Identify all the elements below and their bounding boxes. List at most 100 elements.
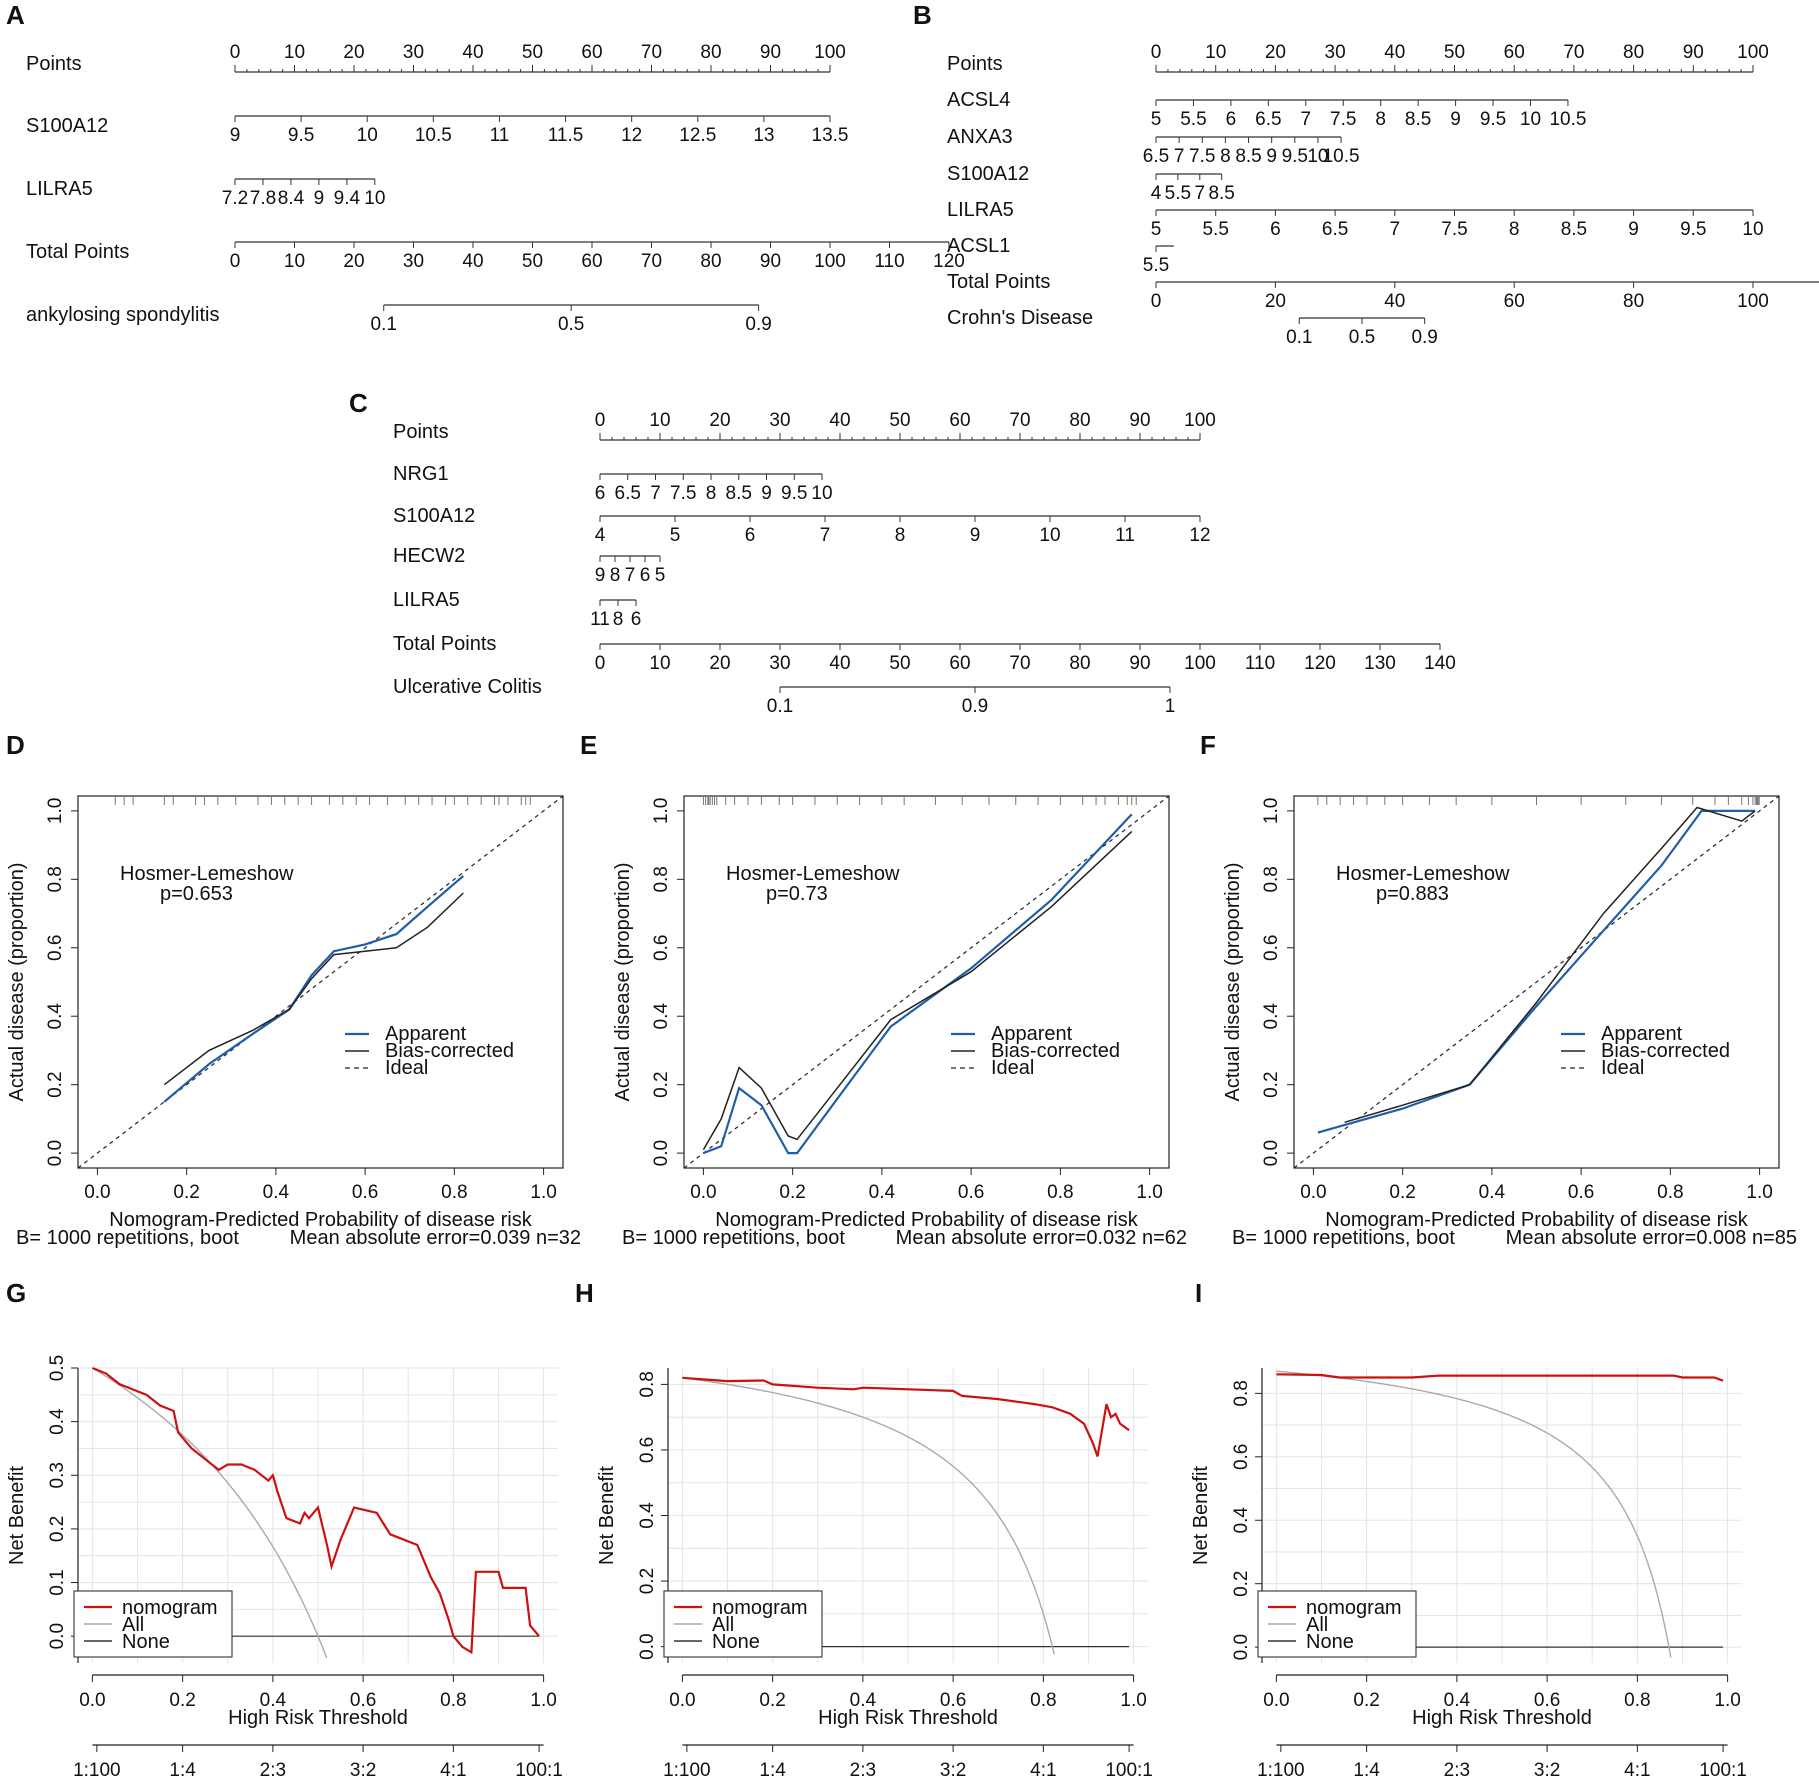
y-tick-label: 0.2 [1231,1570,1252,1596]
nomogram-tick-label: 8.4 [278,188,305,209]
nomogram-row-label: Total Points [947,271,1050,293]
nomogram-tick-label: 10.5 [415,125,452,146]
series-nomogram [1276,1373,1724,1382]
y-tick-label: 0.0 [45,1140,66,1166]
x-tick-label: 1.0 [530,1690,556,1711]
nomogram-row-label: Total Points [26,241,129,263]
y-tick-label: 0.8 [1231,1380,1252,1406]
nomogram-tick-label: 8 [613,609,624,630]
nomogram-tick-label: 5.5 [1143,255,1169,276]
y-tick-label: 1.0 [651,798,672,824]
nomogram-row: NRG1 6 6.5 7 7.5 8 8.5 9 9.5 10 [393,463,833,504]
nomogram-tick-label: 10 [284,251,305,272]
x-axis-label: High Risk Threshold [1412,1707,1592,1729]
legend-label: None [1306,1631,1354,1653]
calibration-plot-f: 0.0 0.2 0.4 0.6 0.8 1.0 0.0 0.2 0.4 0.6 0.8 1.0 Hosm… [1222,795,1797,1249]
x-tick-label: 0.6 [350,1690,376,1711]
y-tick-label: 0.1 [47,1569,68,1595]
nomogram-tick-label: 8 [1220,146,1231,167]
nomogram-tick-label: 20 [343,251,364,272]
x-tick-label: 1.0 [1120,1690,1146,1711]
nomogram-tick-label: 100 [1184,653,1216,674]
nomogram-tick-label: 11.5 [548,125,584,146]
nomogram-tick-label: 8 [1509,219,1520,240]
x-tick-label: 0.8 [1030,1690,1056,1711]
y-tick-label: 0.0 [651,1140,672,1166]
x-tick-label: 0.8 [440,1690,466,1711]
nomogram-tick-label: 30 [769,653,790,674]
nomogram-tick-label: 0.5 [558,314,584,335]
y-axis-label: Net Benefit [596,1466,618,1565]
nomogram-tick-label: 9 [761,483,772,504]
nomogram-tick-label: 13.5 [812,125,849,146]
nomogram-tick-label: 6.5 [615,483,641,504]
hosmer-lemeshow-p: p=0.653 [160,883,233,905]
footer-mean-error: Mean absolute error=0.032 n=62 [896,1227,1187,1249]
ratio-tick-label: 1:100 [663,1760,711,1780]
ratio-tick-label: 4:1 [1624,1760,1650,1780]
nomogram-tick-label: 130 [1364,653,1396,674]
nomogram-tick-label: 70 [641,251,662,272]
nomogram-tick-label: 4 [1151,183,1162,204]
nomogram-row-label: LILRA5 [393,589,460,611]
x-axis-label: High Risk Threshold [818,1707,998,1729]
ratio-tick-label: 2:3 [850,1760,876,1780]
nomogram-tick-label: 100 [1184,410,1216,431]
ratio-tick-label: 1:4 [169,1760,196,1780]
nomogram-row-label: LILRA5 [947,199,1014,221]
y-tick-label: 0.8 [45,866,66,892]
nomogram-row: Ulcerative Colitis 0.1 0.9 1 [393,676,1175,717]
y-tick-label: 0.3 [47,1462,68,1488]
ratio-axis-label: Cost:Benefit Ratio [827,1778,988,1780]
nomogram-row-label: Points [26,53,82,75]
x-tick-label: 0.4 [850,1690,877,1711]
y-tick-label: 0.4 [1261,1003,1282,1030]
y-tick-label: 0.0 [1261,1140,1282,1166]
y-tick-label: 0.0 [47,1623,68,1649]
nomogram-row: S100A12 9 9.5 10 10.5 11 11.5 12 12.5 13 13.5 [26,115,848,146]
decision-curve-i: 0.0 0.2 0.4 0.6 0.8 1.0 0.0 0.2 0.4 0.6 0.8 nomogra… [1190,1368,1747,1780]
ratio-tick-label: 100:1 [1105,1760,1153,1780]
x-tick-label: 0.6 [1534,1690,1560,1711]
nomogram-row: Points 0 10 20 30 40 50 60 70 80 90 100 [26,42,846,75]
hosmer-lemeshow-title: Hosmer-Lemeshow [120,863,294,885]
nomogram-tick-label: 7.5 [1189,146,1215,167]
nomogram-tick-label: 50 [889,410,910,431]
series-apparent [1317,809,1756,1134]
nomogram-tick-label: 20 [343,42,364,63]
nomogram-tick-label: 7 [1390,219,1401,240]
x-tick-label: 1.0 [1714,1690,1740,1711]
y-tick-label: 0.6 [637,1437,658,1463]
nomogram-tick-label: 10 [364,188,385,209]
nomogram-tick-label: 60 [1504,42,1525,63]
nomogram-tick-label: 20 [709,653,730,674]
x-tick-label: 0.8 [1624,1690,1650,1711]
y-tick-label: 0.4 [651,1003,672,1030]
legend-label: nomogram [1306,1597,1402,1619]
nomogram-tick-label: 12 [621,125,642,146]
ratio-tick-label: 1:4 [1353,1760,1380,1780]
footer-repetitions: B= 1000 repetitions, boot [1232,1227,1455,1249]
y-tick-label: 0.4 [1231,1507,1252,1534]
nomogram-row: LILRA5 7.2 7.8 8.4 9 9.4 10 [26,178,385,209]
nomogram-row-label: Points [947,53,1003,75]
nomogram-tick-label: 100 [814,42,846,63]
nomogram-tick-label: 60 [581,42,602,63]
nomogram-tick-label: 9.5 [1282,146,1308,167]
ratio-tick-label: 1:100 [73,1760,121,1780]
ratio-axis-label: Cost:Benefit Ratio [237,1778,398,1780]
nomogram-tick-label: 20 [709,410,730,431]
x-tick-label: 0.0 [1263,1690,1289,1711]
panel-label-g: G [6,1278,26,1308]
nomogram-tick-label: 6 [631,609,642,630]
nomogram-tick-label: 9 [1450,109,1461,130]
legend-label: All [122,1614,144,1636]
x-tick-label: 0.0 [79,1690,105,1711]
nomogram-tick-label: 30 [403,42,424,63]
nomogram-tick-label: 9 [230,125,241,146]
nomogram-tick-label: 20 [1265,42,1286,63]
nomogram-row: ACSL1 5.5 [947,235,1174,276]
nomogram-tick-label: 70 [1009,653,1030,674]
x-axis-label: High Risk Threshold [228,1707,408,1729]
